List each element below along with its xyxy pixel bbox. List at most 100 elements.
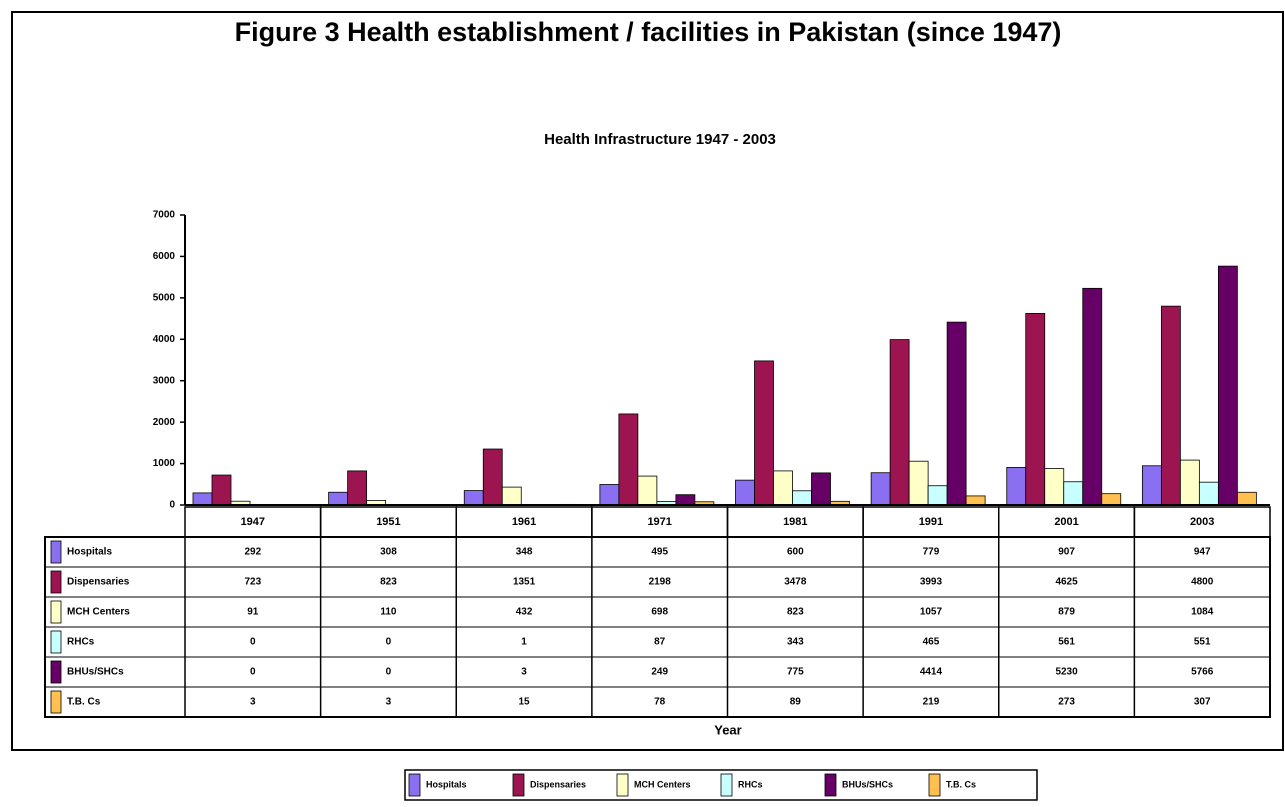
- legend-swatch: [51, 601, 61, 623]
- table-value: 4414: [920, 667, 943, 678]
- bar: [1064, 482, 1083, 505]
- table-value: 907: [1058, 547, 1075, 558]
- bar: [1007, 467, 1026, 505]
- table-value: 0: [250, 637, 256, 648]
- table-value: 15: [519, 697, 531, 708]
- table-value: 698: [651, 607, 668, 618]
- row-label: MCH Centers: [67, 607, 130, 618]
- table-value: 219: [923, 697, 940, 708]
- table-value: 0: [250, 667, 256, 678]
- row-label: Dispensaries: [67, 577, 130, 588]
- row-label: Hospitals: [67, 547, 112, 558]
- table-value: 3: [250, 697, 256, 708]
- legend-label: Hospitals: [426, 779, 467, 789]
- bar: [928, 486, 947, 505]
- legend-swatch: [51, 691, 61, 713]
- x-tick-label: 2003: [1190, 516, 1214, 528]
- table-value: 4625: [1055, 577, 1078, 588]
- table-value: 1084: [1191, 607, 1214, 618]
- bar: [1083, 288, 1102, 505]
- table-value: 5766: [1191, 667, 1214, 678]
- legend-label: BHUs/SHCs: [842, 779, 893, 789]
- table-value: 947: [1194, 547, 1211, 558]
- bar: [1102, 494, 1121, 505]
- legend-swatch: [721, 774, 732, 796]
- bar: [909, 461, 928, 505]
- bar: [464, 491, 483, 505]
- table-value: 600: [787, 547, 804, 558]
- table-value: 307: [1194, 697, 1211, 708]
- table-value: 249: [651, 667, 668, 678]
- bar: [755, 361, 774, 505]
- table-value: 823: [787, 607, 804, 618]
- bar: [483, 449, 502, 505]
- table-value: 0: [386, 667, 392, 678]
- legend-swatch: [51, 661, 61, 683]
- table-value: 87: [654, 637, 666, 648]
- legend-swatch: [51, 571, 61, 593]
- table-value: 3: [386, 697, 392, 708]
- table-value: 3993: [920, 577, 943, 588]
- x-tick-label: 1951: [376, 516, 400, 528]
- x-tick-label: 1981: [783, 516, 807, 528]
- legend-label: MCH Centers: [634, 779, 691, 789]
- x-tick-label: 1947: [241, 516, 265, 528]
- row-label: RHCs: [67, 637, 95, 648]
- row-label: T.B. Cs: [67, 697, 101, 708]
- bar: [1199, 482, 1218, 505]
- table-value: 465: [923, 637, 940, 648]
- legend-label: Dispensaries: [530, 779, 586, 789]
- bar: [676, 495, 695, 505]
- bar: [890, 340, 909, 505]
- bar: [1180, 460, 1199, 505]
- bar: [212, 475, 231, 505]
- table-value: 343: [787, 637, 804, 648]
- table-value: 1351: [513, 577, 536, 588]
- table-value: 432: [516, 607, 533, 618]
- table-value: 5230: [1055, 667, 1078, 678]
- bar: [329, 492, 348, 505]
- legend-label: T.B. Cs: [946, 779, 976, 789]
- bar: [600, 484, 619, 505]
- bar: [1026, 313, 1045, 505]
- table-value: 110: [380, 607, 397, 618]
- table-value: 3478: [784, 577, 807, 588]
- bar: [774, 471, 793, 505]
- x-tick-label: 2001: [1054, 516, 1078, 528]
- table-value: 879: [1058, 607, 1075, 618]
- y-tick-label: 6000: [153, 251, 176, 262]
- y-tick-label: 3000: [153, 375, 176, 386]
- legend-swatch: [513, 774, 524, 796]
- table-value: 78: [654, 697, 666, 708]
- x-axis-title: Year: [714, 722, 741, 737]
- table-value: 3: [521, 667, 527, 678]
- bar: [1237, 492, 1256, 505]
- bar: [1045, 469, 1064, 505]
- y-tick-label: 7000: [153, 210, 176, 221]
- chart-subtitle: Health Infrastructure 1947 - 2003: [544, 131, 776, 148]
- legend-swatch: [409, 774, 420, 796]
- y-tick-label: 1000: [153, 458, 176, 469]
- table-value: 273: [1058, 697, 1075, 708]
- row-label: BHUs/SHCs: [67, 667, 124, 678]
- bar: [1218, 266, 1237, 505]
- bar: [1142, 466, 1161, 505]
- table-value: 292: [244, 547, 261, 558]
- bar: [193, 493, 212, 505]
- legend-swatch: [51, 631, 61, 653]
- x-tick-label: 1971: [647, 516, 671, 528]
- y-tick-label: 0: [169, 500, 175, 511]
- table-value: 2198: [649, 577, 672, 588]
- bar: [793, 491, 812, 505]
- table-value: 1: [521, 637, 527, 648]
- table-value: 0: [386, 637, 392, 648]
- table-value: 551: [1194, 637, 1211, 648]
- legend-swatch: [617, 774, 628, 796]
- bar: [966, 496, 985, 505]
- table-value: 1057: [920, 607, 943, 618]
- x-tick-label: 1991: [919, 516, 943, 528]
- x-tick-label: 1961: [512, 516, 536, 528]
- table-value: 561: [1058, 637, 1075, 648]
